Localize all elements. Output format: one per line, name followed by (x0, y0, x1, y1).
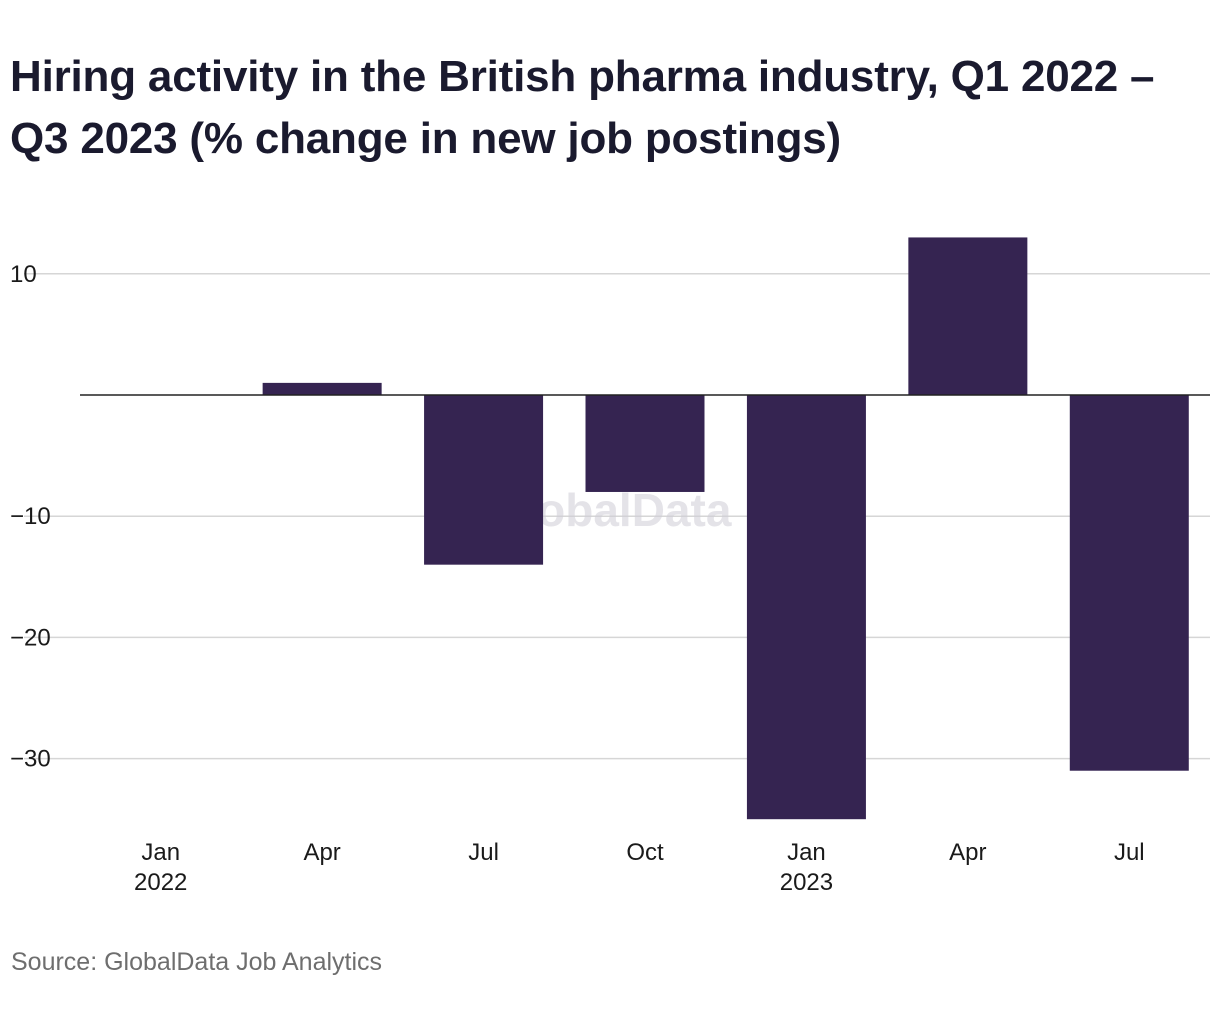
y-axis-ticks: 10 −10 −20 −30 (10, 261, 51, 773)
x-tick-label: Apr (303, 839, 340, 866)
bar (262, 382, 382, 395)
x-tick-label: Oct (626, 839, 664, 866)
y-tick-label: −20 (10, 624, 51, 651)
y-tick-label: −30 (10, 746, 51, 773)
bar (908, 237, 1028, 395)
bar (746, 395, 866, 820)
bar (424, 395, 544, 565)
bar (1069, 395, 1189, 771)
x-tick-year-label: 2022 (134, 869, 187, 896)
x-tick-label: Jul (468, 839, 499, 866)
x-tick-label: Apr (949, 839, 986, 866)
x-tick-label: Jan (141, 839, 180, 866)
x-axis-ticks: Jan 2022 Apr Jul Oct Jan 2023 Apr Jul (134, 839, 1145, 896)
chart-title: Hiring activity in the British pharma in… (10, 52, 1155, 163)
bar (585, 395, 705, 492)
y-tick-label: −10 (10, 503, 51, 530)
x-tick-label: Jan (787, 839, 826, 866)
y-tick-label: 10 (10, 261, 37, 288)
x-tick-label: Jul (1114, 839, 1145, 866)
source-note: Source: GlobalData Job Analytics (11, 948, 383, 976)
bars (262, 237, 1189, 820)
x-tick-year-label: 2023 (780, 869, 833, 896)
